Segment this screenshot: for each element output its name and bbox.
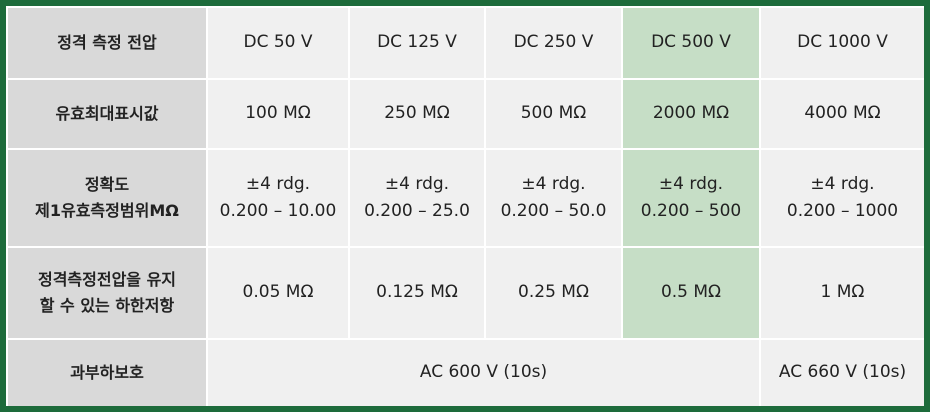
cell: ±4 rdg. 0.200 – 500 — [621, 148, 761, 248]
cell: ±4 rdg. 0.200 – 1000 — [759, 148, 924, 248]
cell: 2000 MΩ — [621, 78, 761, 150]
cell-line: 0.200 – 500 — [640, 201, 742, 221]
cell-line: 0.200 – 1000 — [786, 201, 899, 221]
cell-line: 0.200 – 50.0 — [500, 201, 607, 221]
cell: 4000 MΩ — [759, 78, 924, 150]
cell: ±4 rdg. 0.200 – 10.00 — [206, 148, 350, 248]
cell-line: 0.200 – 25.0 — [364, 201, 470, 221]
cell: DC 50 V — [206, 6, 350, 80]
table-row: 과부하보호 AC 600 V (10s) AC 660 V (10s) — [6, 338, 924, 406]
cell-line: ±4 rdg. — [810, 173, 875, 194]
cell: ±4 rdg. 0.200 – 25.0 — [348, 148, 486, 248]
cell: DC 125 V — [348, 6, 486, 80]
cell-line: ±4 rdg. — [521, 173, 586, 194]
cell-line: ±4 rdg. — [245, 173, 311, 194]
cell-line: 제1유효측정범위MΩ — [35, 201, 179, 220]
row-header: 과부하보호 — [6, 338, 208, 406]
cell: 250 MΩ — [348, 78, 486, 150]
cell-line: 정격측정전압을 유지 — [37, 270, 177, 290]
row-header: 정격 측정 전압 — [6, 6, 208, 80]
cell: DC 500 V — [621, 6, 761, 80]
cell: 0.25 MΩ — [484, 246, 623, 340]
cell: 100 MΩ — [206, 78, 350, 150]
cell: 0.5 MΩ — [621, 246, 761, 340]
cell-line: ±4 rdg. — [658, 173, 724, 194]
cell-line: 할 수 있는 하한저항 — [39, 296, 175, 315]
row-header: 유효최대표시값 — [6, 78, 208, 150]
table-row: 정확도 제1유효측정범위MΩ ±4 rdg. 0.200 – 10.00 ±4 rdg.… — [6, 148, 924, 248]
cell-line: 0.200 – 10.00 — [219, 201, 337, 221]
cell: 0.125 MΩ — [348, 246, 486, 340]
cell: AC 660 V (10s) — [759, 338, 924, 406]
table-row: 정격측정전압을 유지 할 수 있는 하한저항 0.05 MΩ 0.125 MΩ 0.25… — [6, 246, 924, 340]
cell: ±4 rdg. 0.200 – 50.0 — [484, 148, 623, 248]
cell: DC 1000 V — [759, 6, 924, 80]
table-row: 유효최대표시값 100 MΩ 250 MΩ 500 MΩ 2000 MΩ 4000 MΩ — [6, 78, 924, 150]
cell: 500 MΩ — [484, 78, 623, 150]
cell-line: 정확도 — [84, 175, 130, 195]
cell-line: ±4 rdg. — [384, 173, 450, 194]
cell: DC 250 V — [484, 6, 623, 80]
cell: AC 600 V (10s) — [206, 338, 761, 406]
cell: 0.05 MΩ — [206, 246, 350, 340]
cell: 1 MΩ — [759, 246, 924, 340]
